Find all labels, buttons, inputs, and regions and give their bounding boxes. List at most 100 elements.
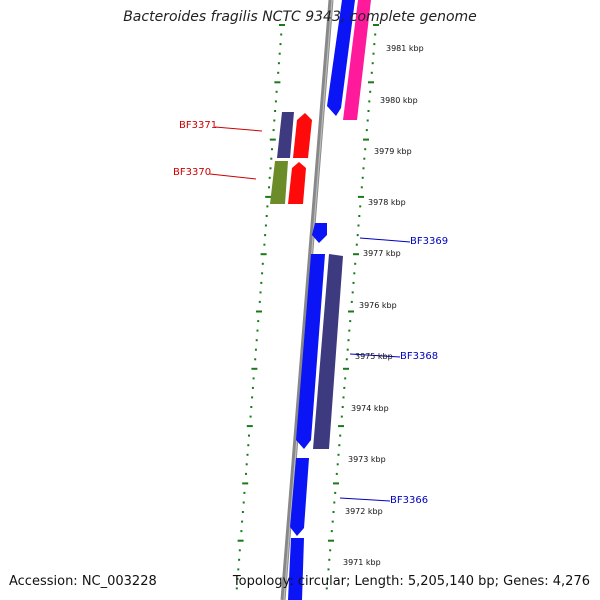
ruler-mark (326, 577, 329, 580)
ruler-mark (268, 176, 271, 179)
ruler-mark (249, 415, 252, 418)
ruler-mark (251, 367, 258, 370)
ruler-mark (245, 463, 248, 466)
ruler-mark (274, 110, 277, 112)
tick-label: 3975 kbp (355, 352, 393, 361)
gene-BF3371[interactable] (277, 112, 294, 158)
ruler-mark (366, 119, 369, 122)
ruler-tracks (235, 24, 379, 590)
ruler-mark (357, 224, 360, 227)
ruler-mark (358, 195, 364, 198)
gene-feature[interactable] (343, 0, 371, 120)
gene-BF3368[interactable] (313, 254, 343, 449)
ruler-mark (349, 320, 352, 323)
ruler-mark (342, 396, 345, 399)
ruler-mark (274, 81, 281, 84)
ruler-mark (369, 90, 372, 93)
ruler-mark (237, 539, 244, 542)
gene-label-BF3366[interactable]: BF3366 (390, 495, 428, 506)
ruler-mark (241, 511, 244, 513)
genome-backbone (280, 0, 334, 600)
gene-feature[interactable] (293, 113, 312, 158)
ruler-mark (343, 367, 349, 370)
ruler-mark (272, 129, 275, 132)
ruler-mark (256, 329, 259, 332)
ruler-mark (273, 119, 276, 122)
ruler-mark (347, 339, 350, 342)
ruler-mark (252, 377, 255, 380)
ruler-mark (373, 43, 376, 46)
ruler-mark (361, 176, 364, 179)
ruler-mark (238, 558, 241, 561)
ruler-mark (264, 224, 267, 227)
gene-feature[interactable] (296, 254, 325, 449)
ruler-mark (371, 62, 374, 65)
ruler-mark (364, 148, 367, 151)
gene-feature[interactable] (288, 538, 304, 600)
ruler-mark (247, 444, 250, 447)
ruler-mark (354, 262, 357, 265)
ruler-mark (279, 24, 285, 26)
ruler-mark (370, 71, 373, 74)
ruler-mark (251, 386, 254, 389)
ruler-mark (260, 253, 267, 256)
gene-label-BF3371[interactable]: BF3371 (179, 120, 217, 131)
gene-feature[interactable] (288, 162, 306, 204)
ruler-mark (340, 415, 343, 418)
ruler-mark (260, 281, 263, 284)
ruler-mark (337, 453, 340, 456)
tick-label: 3971 kbp (343, 558, 381, 567)
ruler-mark (348, 310, 354, 313)
ruler-mark (275, 90, 278, 93)
ruler-mark (351, 291, 354, 294)
ruler-mark (328, 558, 331, 561)
ruler-mark (353, 272, 356, 275)
ruler-mark (356, 234, 359, 237)
accession-text: Accession: NC_003228 (9, 574, 157, 589)
tick-label: 3972 kbp (345, 507, 383, 516)
genome-summary-text: Topology: circular; Length: 5,205,140 bp… (232, 574, 590, 589)
gene-BF3370[interactable] (270, 161, 288, 204)
connector-BF3366 (339, 497, 391, 502)
ruler-mark (268, 186, 270, 189)
ruler-mark (343, 386, 346, 389)
ruler-mark (258, 300, 261, 303)
gene-BF3366[interactable] (290, 458, 309, 536)
ruler-mark (339, 434, 342, 437)
ruler-mark (236, 577, 239, 580)
ruler-mark (373, 24, 379, 26)
ruler-mark (248, 434, 250, 437)
ruler-mark (259, 291, 262, 294)
ruler-mark (334, 491, 337, 494)
gene-feature[interactable] (327, 0, 355, 116)
ruler-mark (251, 396, 254, 399)
tick-label: 3973 kbp (348, 455, 386, 464)
ruler-mark (333, 482, 339, 485)
ruler-mark (374, 33, 377, 36)
ruler-mark (237, 568, 240, 571)
ruler-mark (360, 186, 363, 189)
ruler-mark (265, 195, 272, 198)
ruler-mark (350, 300, 353, 303)
tick-label: 3977 kbp (363, 249, 401, 258)
ruler-mark (241, 520, 244, 523)
connector-BF3370 (209, 173, 257, 180)
tick-label: 3981 kbp (386, 44, 424, 53)
gene-label-BF3369[interactable]: BF3369 (410, 236, 448, 247)
ruler-mark (372, 52, 375, 55)
gene-BF3369[interactable] (312, 223, 327, 243)
ruler-mark (250, 406, 253, 408)
ruler-mark (353, 253, 359, 256)
ruler-mark (348, 329, 351, 332)
ruler-mark (345, 358, 348, 361)
ruler-mark (335, 472, 338, 475)
ruler-mark (235, 587, 238, 590)
map-title: Bacteroides fragilis NCTC 9343, complete… (123, 9, 477, 25)
ruler-mark (263, 243, 266, 246)
gene-label-BF3368[interactable]: BF3368 (400, 351, 438, 362)
ruler-mark (365, 129, 368, 132)
ruler-mark (332, 511, 335, 513)
gene-label-BF3370[interactable]: BF3370 (173, 167, 211, 178)
ruler-mark (254, 358, 257, 361)
